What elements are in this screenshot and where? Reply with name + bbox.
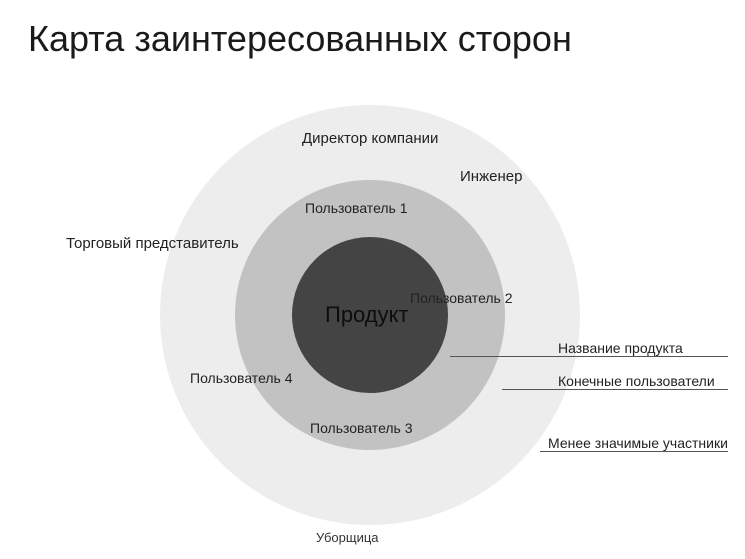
ring-label: Директор компании	[302, 130, 438, 148]
legend-label: Конечные пользователи	[558, 373, 715, 390]
legend-label: Название продукта	[558, 340, 683, 357]
ring-label: Уборщица	[316, 530, 379, 546]
diagram-stage: Продукт Пользователь 1 Пользователь 2 По…	[0, 0, 745, 559]
legend-label: Менее значимые участники	[548, 435, 728, 452]
ring-label: Пользователь 1	[305, 200, 408, 217]
ring-label: Пользователь 2	[410, 290, 513, 307]
ring-label: Торговый представитель	[66, 235, 239, 253]
center-label: Продукт	[325, 302, 409, 328]
ring-label: Пользователь 4	[190, 370, 293, 387]
ring-label: Пользователь 3	[310, 420, 413, 437]
ring-label: Инженер	[460, 168, 522, 186]
